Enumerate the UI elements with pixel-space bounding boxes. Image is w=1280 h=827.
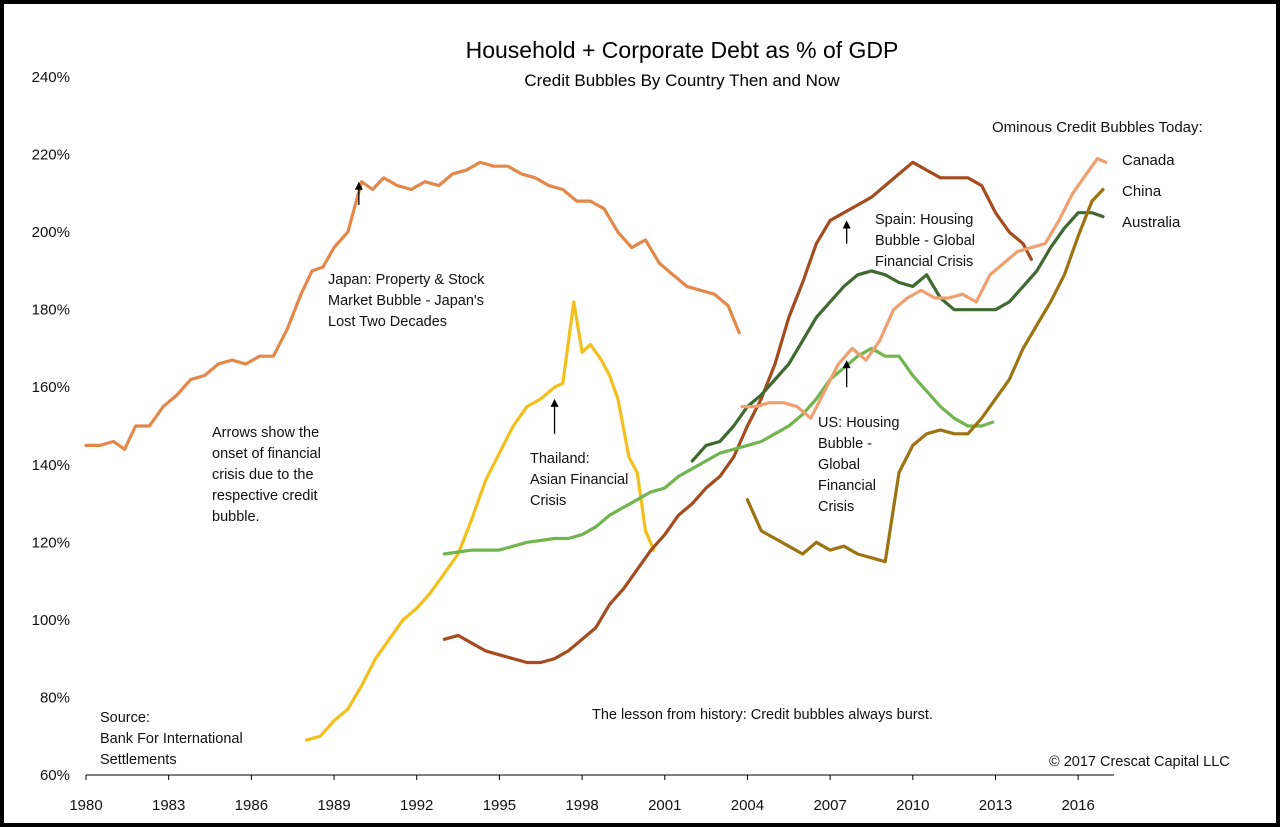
legend-title: Ominous Credit Bubbles Today: — [992, 119, 1203, 136]
x-tick-label: 2001 — [648, 797, 681, 814]
y-tick-label: 120% — [32, 534, 70, 551]
series-line-japan — [84, 160, 741, 451]
source-line-1: Source: — [100, 710, 150, 726]
arrow-layer — [354, 181, 851, 434]
crisis-arrow — [842, 220, 851, 244]
chart-canvas: Household + Corporate Debt as % of GDP C… — [32, 37, 1230, 814]
x-tick-label: 1998 — [565, 797, 598, 814]
crisis-arrow-head — [842, 360, 851, 369]
annotation-us-line-1: US: Housing — [818, 415, 899, 431]
source-line-3: Settlements — [100, 752, 177, 768]
chart-frame: Household + Corporate Debt as % of GDP C… — [4, 4, 1276, 823]
x-tick-label: 1986 — [235, 797, 268, 814]
annotation-japan-line-3: Lost Two Decades — [328, 314, 447, 330]
crisis-arrow — [354, 181, 363, 205]
annotation-us-line-4: Financial — [818, 478, 876, 494]
arrows-note-line-5: bubble. — [212, 509, 260, 525]
legend-label-australia: Australia — [1122, 214, 1181, 231]
annotation-thailand-line-1: Thailand: — [530, 451, 590, 467]
x-tick-label: 1995 — [483, 797, 516, 814]
series-line-spain — [442, 160, 1033, 665]
x-tick-label: 2007 — [813, 797, 846, 814]
x-tick-label: 1980 — [69, 797, 102, 814]
y-tick-label: 240% — [32, 69, 70, 86]
y-tick-label: 200% — [32, 224, 70, 241]
annotation-spain-line-3: Financial Crisis — [875, 254, 973, 270]
y-tick-label: 60% — [40, 767, 70, 784]
chart-subtitle: Credit Bubbles By Country Then and Now — [524, 71, 840, 90]
series-line-china — [745, 187, 1105, 564]
y-tick-label: 220% — [32, 147, 70, 164]
x-tick-label: 2016 — [1061, 797, 1094, 814]
series-line-thailand — [304, 300, 656, 742]
y-tick-label: 100% — [32, 612, 70, 629]
series-line-australia — [690, 211, 1105, 463]
series-line-canada — [740, 156, 1108, 420]
crisis-arrow — [842, 360, 851, 388]
annotation-spain: Spain: Housing Bubble - Global Financial… — [875, 212, 975, 270]
lesson-note: The lesson from history: Credit bubbles … — [592, 707, 933, 723]
annotation-us-line-2: Bubble - — [818, 436, 872, 452]
legend-label-canada: Canada — [1122, 152, 1175, 169]
y-axis-ticks: 60% 80% 100% 120% 140% 160% 180% 200% 220% 240% — [32, 69, 70, 784]
arrows-note-line-3: crisis due to the — [212, 467, 314, 483]
crisis-arrow-head — [842, 220, 851, 229]
annotation-us-line-3: Global — [818, 457, 860, 473]
annotation-thailand: Thailand: Asian Financial Crisis — [530, 451, 628, 509]
copyright-note: © 2017 Crescat Capital LLC — [1049, 754, 1230, 770]
crisis-arrow — [550, 398, 559, 434]
x-tick-label: 2010 — [896, 797, 929, 814]
y-tick-label: 180% — [32, 302, 70, 319]
annotation-japan-line-2: Market Bubble - Japan's — [328, 293, 484, 309]
series-layer — [84, 156, 1108, 742]
x-tick-label: 1992 — [400, 797, 433, 814]
arrows-note-line-4: respective credit — [212, 488, 318, 504]
annotation-spain-line-1: Spain: Housing — [875, 212, 973, 228]
annotation-arrows-note: Arrows show the onset of financial crisi… — [212, 425, 321, 525]
annotation-spain-line-2: Bubble - Global — [875, 233, 975, 249]
annotation-japan: Japan: Property & Stock Market Bubble - … — [328, 272, 485, 330]
crisis-arrow-head — [550, 398, 559, 407]
arrows-note-line-1: Arrows show the — [212, 425, 319, 441]
y-tick-label: 160% — [32, 379, 70, 396]
x-tick-label: 1983 — [152, 797, 185, 814]
crisis-arrow-head — [354, 181, 363, 190]
annotation-japan-line-1: Japan: Property & Stock — [328, 272, 485, 288]
legend-label-china: China — [1122, 183, 1162, 200]
source-note: Source: Bank For International Settlemen… — [100, 710, 243, 768]
source-line-2: Bank For International — [100, 731, 243, 747]
annotation-thailand-line-3: Crisis — [530, 493, 566, 509]
x-tick-label: 2013 — [979, 797, 1012, 814]
y-tick-label: 140% — [32, 457, 70, 474]
x-tick-label: 2004 — [731, 797, 764, 814]
series-line-us — [442, 346, 995, 556]
arrows-note-line-2: onset of financial — [212, 446, 321, 462]
x-axis-ticks: 1980 1983 1986 1989 1992 1995 1998 2001 2004 2007… — [69, 775, 1095, 814]
chart-title: Household + Corporate Debt as % of GDP — [466, 37, 899, 63]
x-tick-label: 1989 — [317, 797, 350, 814]
annotation-thailand-line-2: Asian Financial — [530, 472, 628, 488]
annotation-us-line-5: Crisis — [818, 499, 854, 515]
annotation-us: US: Housing Bubble - Global Financial Cr… — [818, 415, 899, 515]
y-tick-label: 80% — [40, 689, 70, 706]
